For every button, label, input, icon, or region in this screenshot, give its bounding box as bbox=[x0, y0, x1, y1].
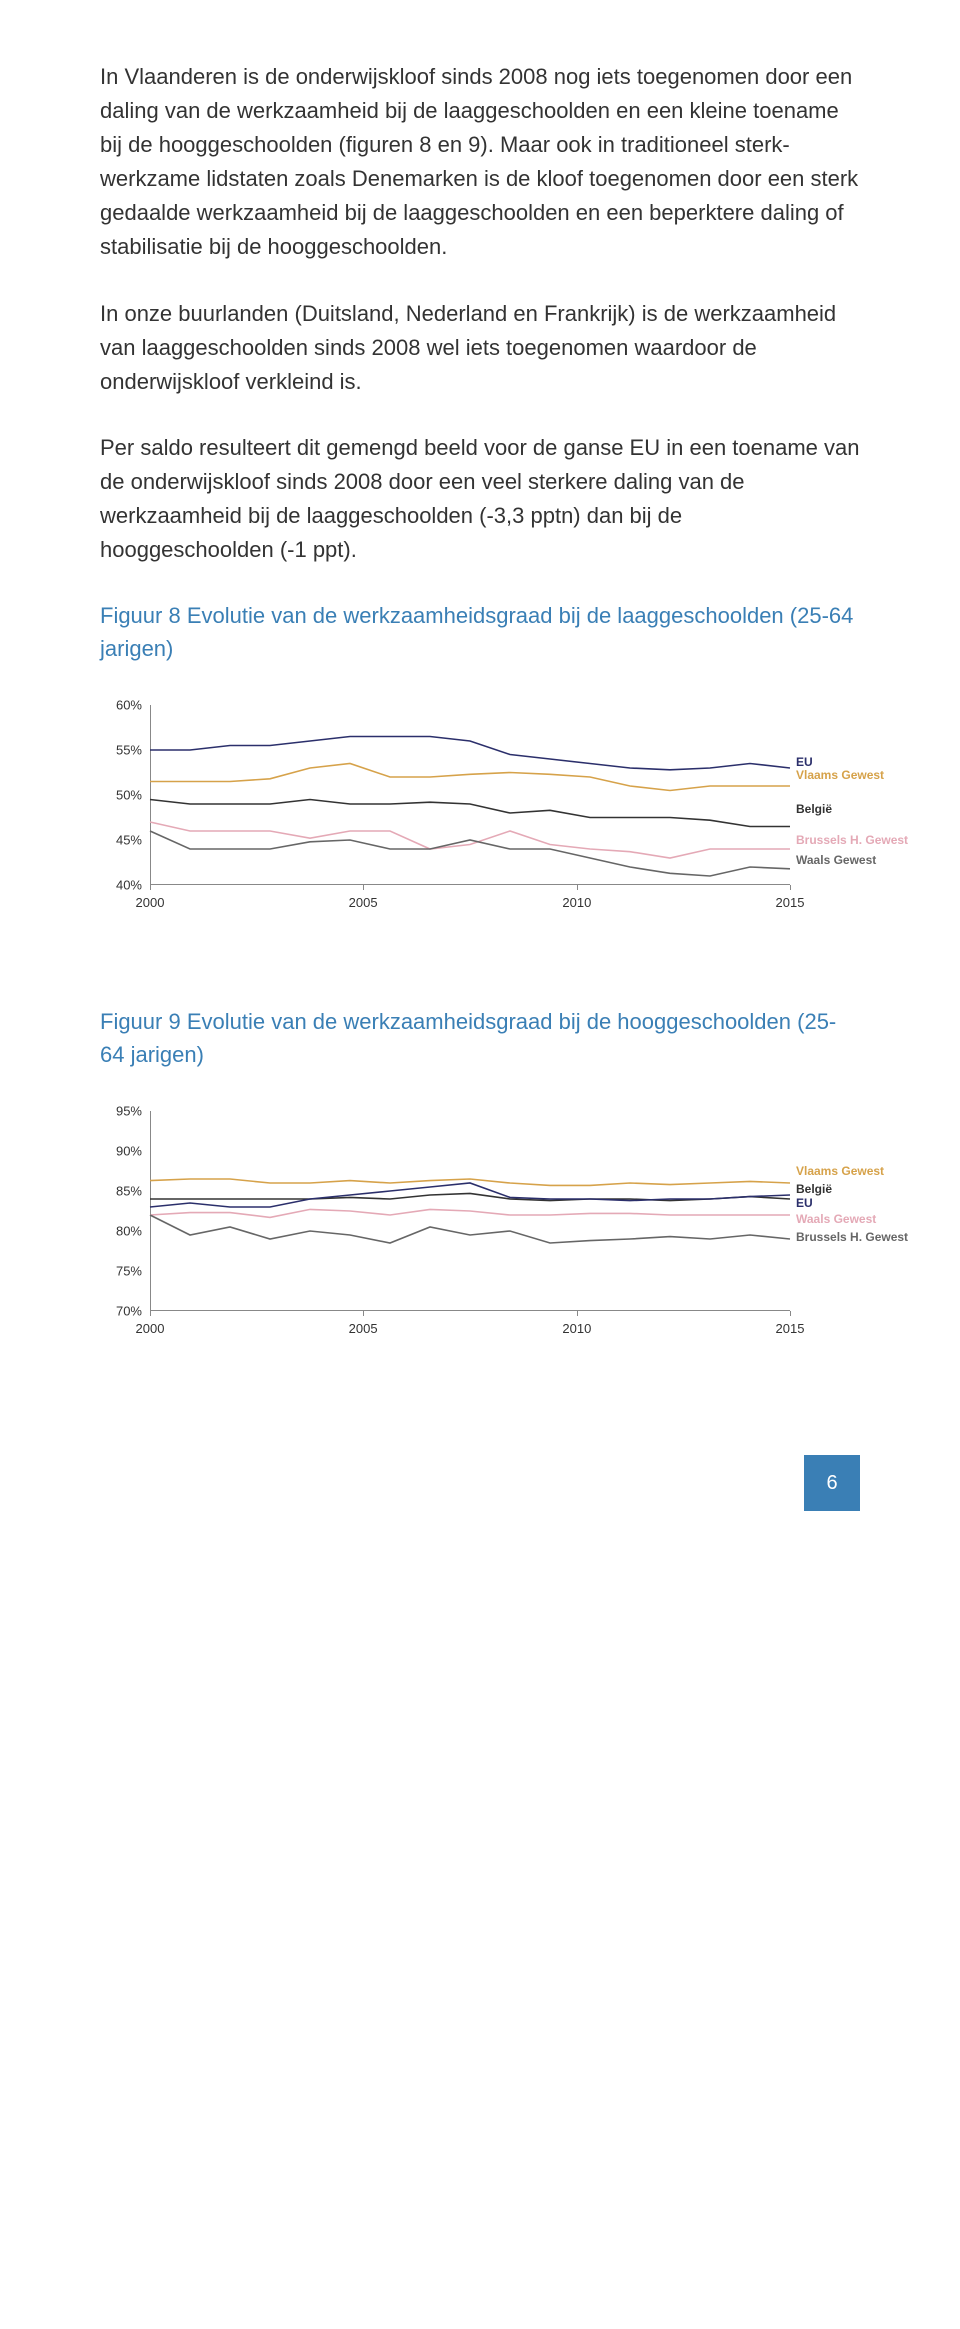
legend-label: EU bbox=[796, 1196, 813, 1210]
paragraph-2: In onze buurlanden (Duitsland, Nederland… bbox=[100, 297, 860, 399]
x-axis-label: 2015 bbox=[776, 1321, 805, 1336]
figure-8-title: Figuur 8 Evolutie van de werkzaamheidsgr… bbox=[100, 599, 860, 665]
y-axis-label: 45% bbox=[100, 833, 142, 848]
legend-label: Vlaams Gewest bbox=[796, 768, 884, 782]
x-axis-label: 2010 bbox=[562, 895, 591, 910]
x-axis-label: 2005 bbox=[349, 1321, 378, 1336]
y-axis-label: 70% bbox=[100, 1304, 142, 1319]
figure-9-caption: Evolutie van de werkzaamheidsgraad bij d… bbox=[100, 1009, 836, 1067]
series-line bbox=[150, 831, 790, 876]
figure-9-chart: 95%90%85%80%75%70%2000200520102015Vlaams… bbox=[100, 1111, 860, 1351]
paragraph-3: Per saldo resulteert dit gemengd beeld v… bbox=[100, 431, 860, 567]
figure-9-title: Figuur 9 Evolutie van de werkzaamheidsgr… bbox=[100, 1005, 860, 1071]
figure-8-caption: Evolutie van de werkzaamheidsgraad bij d… bbox=[100, 603, 853, 661]
page-number: 6 bbox=[826, 1472, 837, 1495]
y-axis-label: 60% bbox=[100, 698, 142, 713]
paragraph-1: In Vlaanderen is de onderwijskloof sinds… bbox=[100, 60, 860, 265]
series-line bbox=[150, 1210, 790, 1218]
legend-label: Waals Gewest bbox=[796, 853, 876, 867]
legend-label: België bbox=[796, 802, 832, 816]
x-axis-label: 2015 bbox=[776, 895, 805, 910]
y-axis-label: 75% bbox=[100, 1264, 142, 1279]
legend-label: Vlaams Gewest bbox=[796, 1164, 884, 1178]
x-axis-label: 2010 bbox=[562, 1321, 591, 1336]
y-axis-label: 40% bbox=[100, 878, 142, 893]
figure-9-prefix: Figuur 9 bbox=[100, 1009, 181, 1034]
y-axis-label: 95% bbox=[100, 1104, 142, 1119]
figure-8-prefix: Figuur 8 bbox=[100, 603, 181, 628]
figure-8-chart: 60%55%50%45%40%2000200520102015EUVlaams … bbox=[100, 705, 860, 925]
y-axis-label: 80% bbox=[100, 1224, 142, 1239]
series-line bbox=[150, 800, 790, 827]
series-line bbox=[150, 737, 790, 770]
y-axis-label: 90% bbox=[100, 1144, 142, 1159]
series-line bbox=[150, 764, 790, 791]
legend-label: Brussels H. Gewest bbox=[796, 1230, 908, 1244]
y-axis-label: 55% bbox=[100, 743, 142, 758]
legend-label: Waals Gewest bbox=[796, 1212, 876, 1226]
y-axis-label: 50% bbox=[100, 788, 142, 803]
page-number-badge: 6 bbox=[804, 1455, 860, 1511]
y-axis-label: 85% bbox=[100, 1184, 142, 1199]
legend-label: Brussels H. Gewest bbox=[796, 833, 908, 847]
x-axis-label: 2000 bbox=[136, 895, 165, 910]
series-line bbox=[150, 1183, 790, 1207]
series-line bbox=[150, 1215, 790, 1243]
x-axis-label: 2005 bbox=[349, 895, 378, 910]
x-axis-label: 2000 bbox=[136, 1321, 165, 1336]
legend-label: België bbox=[796, 1182, 832, 1196]
